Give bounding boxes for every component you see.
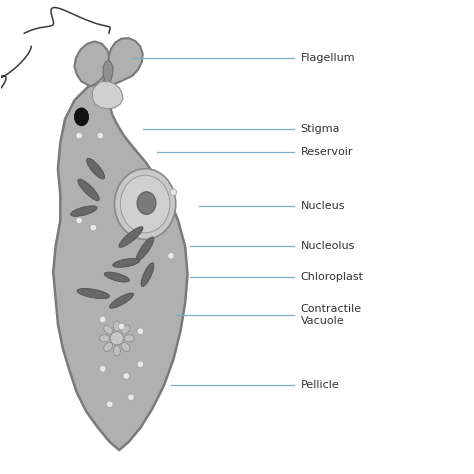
Text: Stigma: Stigma bbox=[301, 124, 340, 134]
Text: Pellicle: Pellicle bbox=[301, 381, 339, 391]
Ellipse shape bbox=[137, 192, 156, 214]
Ellipse shape bbox=[121, 343, 130, 351]
Ellipse shape bbox=[104, 343, 113, 351]
Ellipse shape bbox=[100, 365, 106, 372]
Ellipse shape bbox=[110, 332, 123, 345]
Ellipse shape bbox=[109, 293, 134, 308]
Polygon shape bbox=[100, 38, 143, 86]
Ellipse shape bbox=[123, 373, 129, 379]
Ellipse shape bbox=[168, 253, 174, 259]
Ellipse shape bbox=[113, 346, 120, 356]
Ellipse shape bbox=[87, 158, 105, 179]
Ellipse shape bbox=[71, 206, 97, 216]
Ellipse shape bbox=[107, 401, 113, 408]
Ellipse shape bbox=[137, 237, 154, 261]
Ellipse shape bbox=[104, 325, 113, 334]
Ellipse shape bbox=[90, 224, 97, 231]
Text: Reservoir: Reservoir bbox=[301, 147, 353, 157]
Ellipse shape bbox=[97, 132, 104, 139]
Ellipse shape bbox=[124, 335, 134, 342]
Ellipse shape bbox=[119, 227, 143, 247]
Ellipse shape bbox=[118, 323, 125, 330]
Ellipse shape bbox=[113, 258, 140, 267]
Ellipse shape bbox=[78, 179, 100, 201]
Text: Flagellum: Flagellum bbox=[301, 53, 355, 63]
Ellipse shape bbox=[74, 108, 89, 126]
Text: Chloroplast: Chloroplast bbox=[301, 272, 364, 282]
Ellipse shape bbox=[121, 325, 130, 334]
Ellipse shape bbox=[137, 328, 144, 335]
Ellipse shape bbox=[115, 169, 176, 239]
Ellipse shape bbox=[170, 189, 177, 196]
Ellipse shape bbox=[141, 263, 154, 287]
Polygon shape bbox=[53, 85, 188, 450]
Ellipse shape bbox=[76, 217, 82, 224]
Ellipse shape bbox=[76, 132, 82, 139]
Ellipse shape bbox=[137, 361, 144, 367]
Text: Nucleus: Nucleus bbox=[301, 201, 345, 211]
Ellipse shape bbox=[128, 394, 134, 401]
Polygon shape bbox=[74, 41, 110, 86]
Ellipse shape bbox=[77, 289, 109, 299]
Ellipse shape bbox=[120, 175, 170, 233]
Ellipse shape bbox=[113, 321, 120, 331]
Text: Contractile
Vacuole: Contractile Vacuole bbox=[301, 304, 362, 326]
Polygon shape bbox=[103, 60, 113, 84]
Ellipse shape bbox=[100, 335, 110, 342]
Text: Nucleolus: Nucleolus bbox=[301, 241, 355, 251]
Ellipse shape bbox=[100, 316, 106, 323]
Polygon shape bbox=[92, 82, 123, 109]
Ellipse shape bbox=[104, 272, 129, 282]
